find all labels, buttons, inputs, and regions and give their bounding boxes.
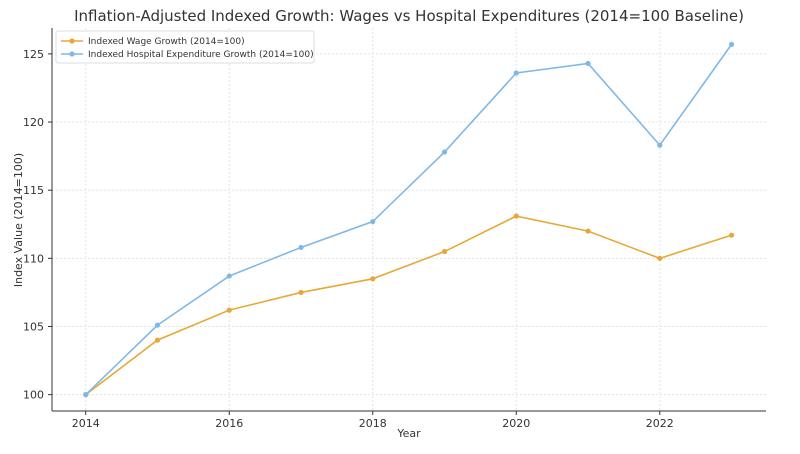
data-point [441,248,448,255]
y-tick-label: 120 [23,116,44,129]
x-tick-label: 2022 [646,417,674,430]
chart-title: Inflation-Adjusted Indexed Growth: Wages… [74,7,744,25]
legend-label: Indexed Hospital Expenditure Growth (201… [88,50,314,60]
y-tick-label: 100 [23,389,44,402]
series-line-1 [85,43,733,396]
y-tick-label: 110 [23,252,44,265]
data-point [83,392,89,398]
data-point [585,228,591,234]
data-point [154,337,161,343]
legend: Indexed Wage Growth (2014=100) Indexed Ho… [55,30,315,64]
data-point [226,307,232,313]
legend-marker [69,51,75,57]
data-point [370,218,376,225]
gridlines [52,28,766,411]
data-point [441,149,448,155]
data-point [154,322,161,328]
data-point [226,273,232,279]
x-tick-label: 2020 [502,417,530,430]
data-point [657,255,663,261]
legend-marker [69,38,75,44]
tick-labels: 2014 2016 2018 2020 2022 100 105 110 115 120 125 [23,48,674,430]
y-tick-label: 105 [23,320,44,333]
y-tick-label: 115 [23,184,44,197]
x-tick-label: 2014 [72,417,100,430]
legend-box [55,30,315,64]
data-point [513,213,519,219]
data-point [370,276,376,282]
data-point [298,289,304,296]
data-point [657,142,663,148]
legend-label: Indexed Wage Growth (2014=100) [88,37,245,47]
x-axis-label: Year [396,427,421,440]
x-tick-label: 2018 [359,417,387,430]
data-point [513,70,519,76]
series-line-0 [85,215,732,396]
data-point [728,41,735,47]
series-lines [83,41,735,398]
data-point [298,244,304,251]
data-point [728,232,735,238]
y-axis-label: Index Value (2014=100) [12,153,25,287]
x-tick-label: 2016 [215,417,243,430]
data-point [585,60,591,67]
y-tick-label: 125 [23,48,44,61]
